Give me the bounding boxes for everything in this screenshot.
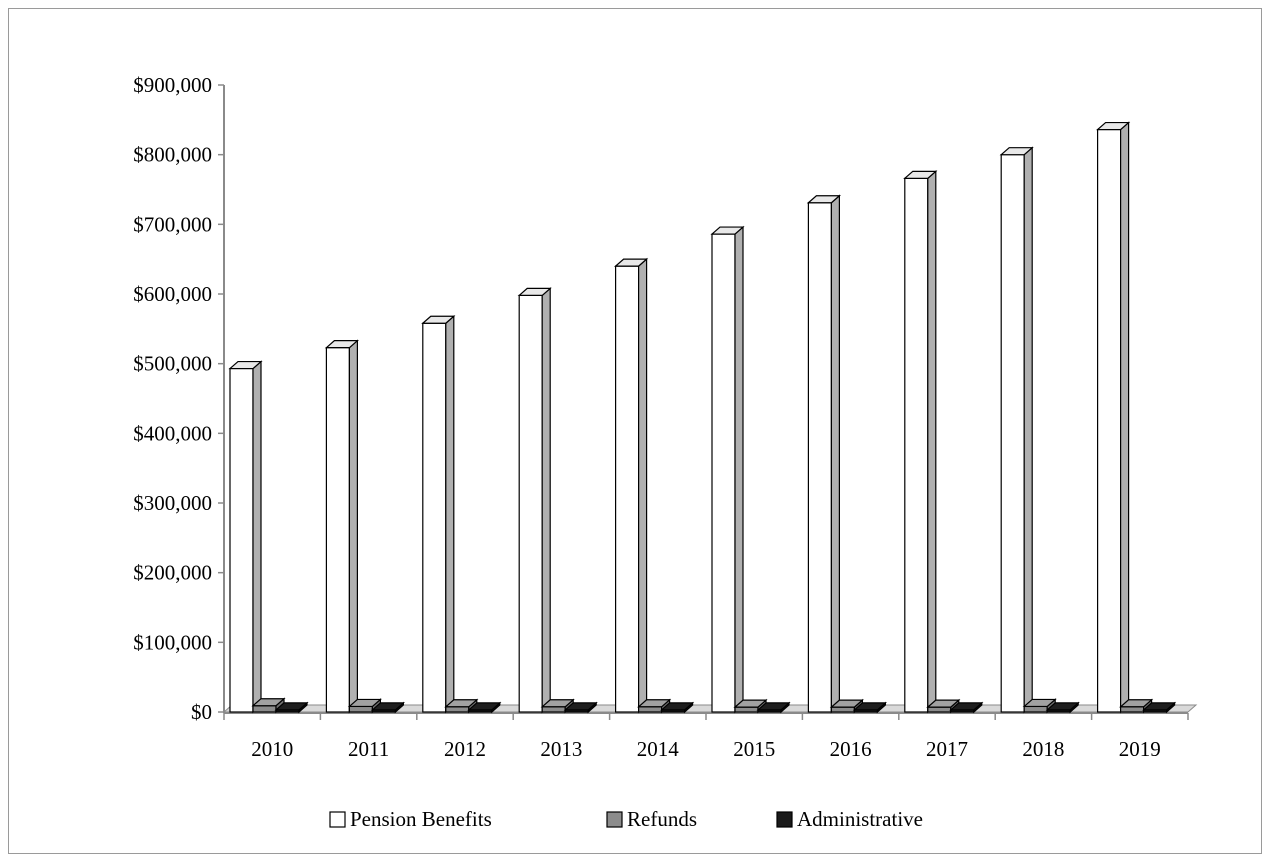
x-tick-label: 2010	[251, 737, 293, 761]
bar-side	[1119, 121, 1130, 714]
bar-side	[252, 360, 262, 714]
bar-front	[1000, 154, 1025, 713]
x-tick-label: 2015	[733, 737, 775, 761]
x-tick-label: 2019	[1119, 737, 1161, 761]
bar-top	[444, 699, 479, 708]
x-tick-label: 2013	[540, 737, 582, 761]
y-tick-label: $200,000	[133, 561, 212, 585]
y-tick-label: $300,000	[133, 491, 212, 515]
bar-front	[422, 322, 447, 713]
bar-top	[733, 699, 768, 708]
bar-side	[927, 170, 937, 714]
bar-top	[852, 702, 887, 711]
bar-front	[1023, 705, 1048, 713]
legend-swatch	[606, 811, 623, 828]
bar-front	[807, 202, 833, 713]
bar-top	[228, 360, 263, 370]
bar-side	[1023, 146, 1033, 714]
bar-top	[370, 702, 405, 711]
bar-side	[541, 287, 551, 714]
bar-side	[637, 257, 648, 714]
bar-side	[348, 339, 358, 714]
bar-top	[660, 702, 695, 711]
bar-side	[445, 314, 455, 714]
y-tick-label: $800,000	[133, 143, 212, 167]
bar-side	[830, 194, 841, 714]
bar-top	[1045, 702, 1080, 711]
legend-label: Administrative	[797, 807, 923, 831]
bar-top	[903, 170, 938, 179]
y-tick-label: $0	[191, 700, 212, 724]
bar-top	[710, 226, 745, 235]
bar-front	[614, 265, 640, 713]
y-tick-label: $500,000	[133, 352, 212, 376]
bar-top	[926, 699, 961, 708]
bar-front	[711, 233, 736, 713]
bar-front	[1096, 128, 1122, 713]
bar-top	[467, 702, 502, 711]
bar-top	[756, 702, 791, 711]
y-tick-label: $100,000	[133, 630, 212, 654]
bar-top	[806, 195, 841, 204]
bar-front	[445, 706, 470, 713]
bar-top	[540, 699, 575, 708]
x-tick-label: 2014	[637, 737, 680, 761]
bar-top	[1022, 698, 1057, 708]
y-tick-label: $700,000	[133, 212, 212, 236]
bar-front	[904, 177, 929, 713]
legend-label: Refunds	[627, 807, 697, 831]
bar-top	[1096, 121, 1131, 131]
bar-front	[518, 294, 543, 713]
bar-front	[541, 706, 566, 713]
bar-front	[325, 347, 350, 713]
legend-swatch	[776, 811, 793, 828]
bar-top	[949, 702, 984, 711]
bar-top	[563, 702, 598, 711]
bar-top	[1142, 702, 1177, 711]
bar-top	[274, 702, 309, 711]
bar-front	[229, 367, 254, 713]
bar-top	[347, 698, 382, 708]
bar-top	[251, 698, 286, 707]
bar-top	[324, 340, 359, 349]
bar-top	[1119, 699, 1154, 708]
x-tick-label: 2016	[830, 737, 872, 761]
bar-front	[637, 706, 663, 713]
x-tick-label: 2011	[348, 737, 389, 761]
bar-front	[927, 706, 952, 713]
y-tick-label: $900,000	[133, 73, 212, 97]
bar-front	[734, 706, 759, 713]
bar-side	[734, 225, 744, 714]
x-tick-label: 2012	[444, 737, 486, 761]
legend-label: Pension Benefits	[350, 807, 492, 831]
bar-top	[637, 699, 672, 708]
bar-top	[517, 287, 552, 296]
x-tick-label: 2017	[926, 737, 968, 761]
bar-front	[830, 706, 856, 713]
bar-front	[1119, 706, 1145, 713]
y-tick-label: $400,000	[133, 421, 212, 445]
bar-front	[252, 705, 277, 713]
x-tick-label: 2018	[1022, 737, 1064, 761]
legend-swatch	[329, 811, 346, 828]
bar-top	[999, 147, 1034, 156]
bar-top	[829, 699, 864, 708]
y-tick-label: $600,000	[133, 282, 212, 306]
bar-top	[421, 315, 456, 324]
bar-front	[348, 705, 373, 713]
bar-top	[614, 258, 649, 267]
